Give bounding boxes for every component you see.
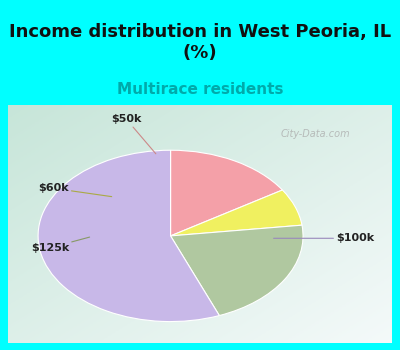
- Text: $125k: $125k: [31, 237, 90, 253]
- Wedge shape: [170, 190, 302, 236]
- Text: $60k: $60k: [38, 183, 112, 197]
- Text: City-Data.com: City-Data.com: [281, 128, 350, 139]
- Text: Multirace residents: Multirace residents: [117, 82, 283, 97]
- Wedge shape: [38, 150, 219, 322]
- Wedge shape: [170, 150, 282, 236]
- Text: Income distribution in West Peoria, IL
(%): Income distribution in West Peoria, IL (…: [9, 23, 391, 62]
- Text: $50k: $50k: [111, 114, 156, 154]
- Wedge shape: [170, 225, 303, 316]
- Text: $100k: $100k: [274, 233, 374, 243]
